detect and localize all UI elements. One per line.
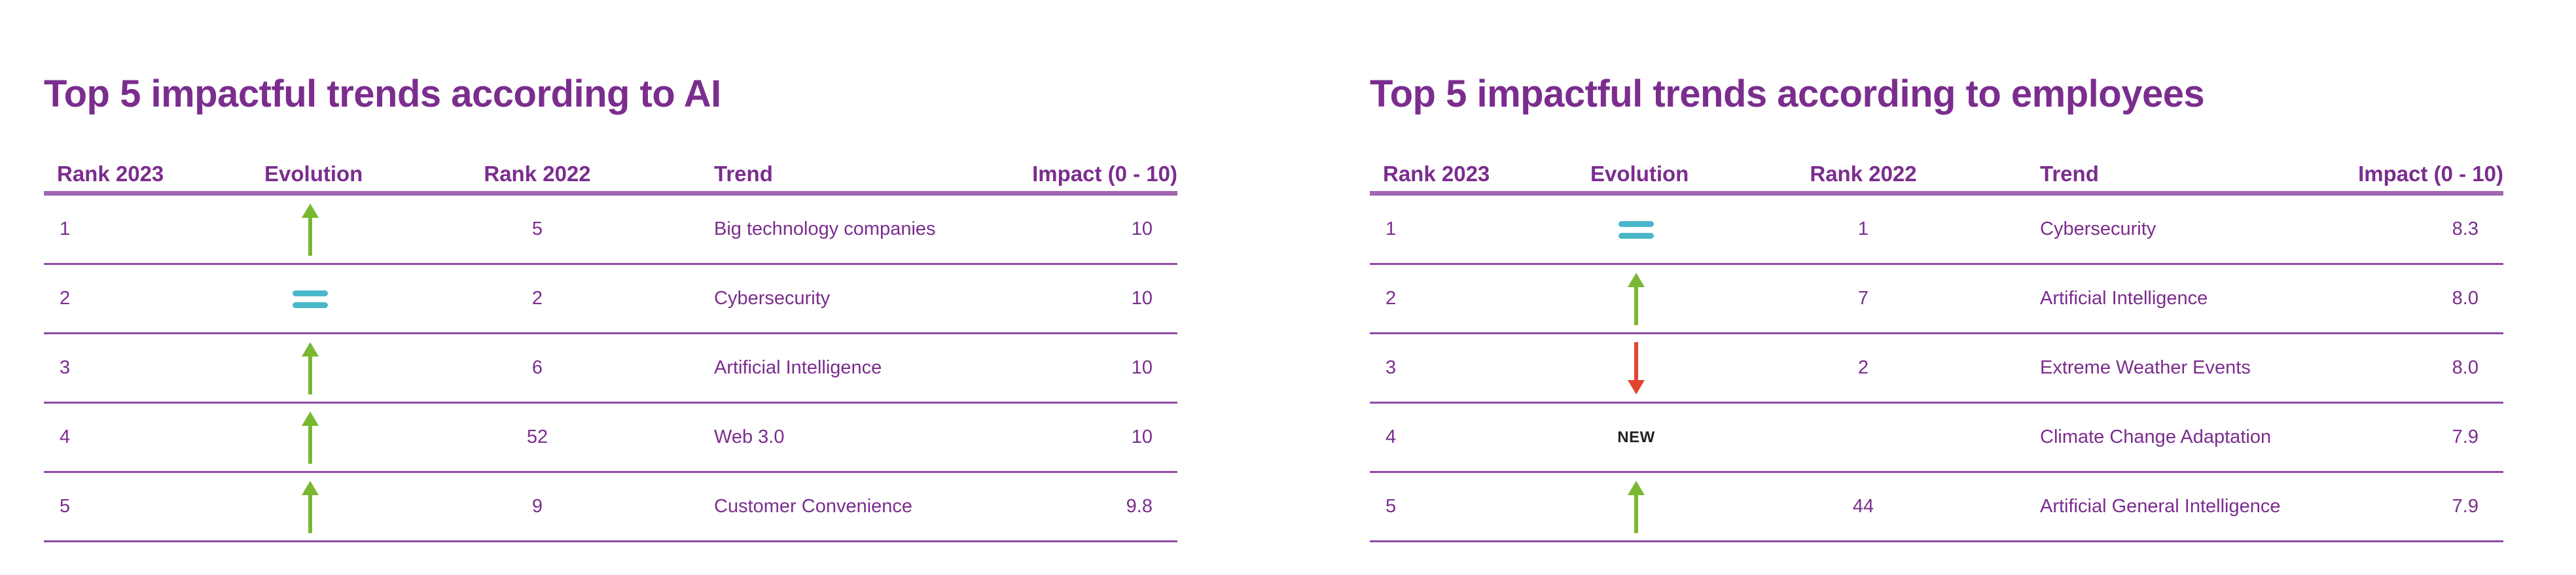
trend-cell: Artificial Intelligence [714,357,882,378]
header-divider [1370,191,2503,196]
arrow-up-icon [1626,272,1646,325]
trend-cell: Big technology companies [714,218,936,239]
impact-cell: 8.0 [2452,357,2478,378]
arrow-up-icon [300,203,320,256]
trend-cell: Cybersecurity [2040,218,2156,239]
trend-cell: Artificial Intelligence [2040,288,2208,309]
rank-2023-cell: 2 [60,288,71,309]
new-badge: NEW [1617,428,1655,446]
impact-cell: 9.8 [1126,496,1153,517]
table-row: 5 9 Customer Convenience 9.8 [44,473,1177,542]
rank-2023-cell: 4 [1386,427,1397,447]
rank-2023-cell: 2 [1386,288,1397,309]
arrow-up-icon [300,341,320,394]
table-body: 1 5 Big technology companies 10 2 2 Cybe… [44,196,1177,542]
trend-cell: Cybersecurity [714,288,831,309]
table-row: 4 NEW Climate Change Adaptation 7.9 [1370,404,2503,473]
rank-2023-cell: 5 [1386,496,1397,517]
impact-cell: 10 [1131,427,1153,447]
trend-cell: Climate Change Adaptation [2040,427,2272,447]
header-rank-2022: Rank 2022 [1810,162,1917,186]
rank-2023-cell: 3 [60,357,71,378]
rank-2022-cell: 52 [526,427,548,447]
table-row: 2 2 Cybersecurity 10 [44,265,1177,334]
header-rank-2022: Rank 2022 [484,162,591,186]
rank-2022-cell [1790,404,1937,471]
header-impact: Impact (0 - 10) [1032,162,1177,186]
impact-cell: 10 [1131,288,1153,309]
rank-2022-cell: 2 [1857,357,1869,378]
table-row: 4 52 Web 3.0 10 [44,404,1177,473]
arrow-up-icon [300,480,320,533]
table-header: Rank 2023 Evolution Rank 2022 Trend Impa… [1370,157,2503,191]
rank-2022-cell: 9 [531,496,543,517]
table-header: Rank 2023 Evolution Rank 2022 Trend Impa… [44,157,1177,191]
impact-cell: 7.9 [2452,496,2478,517]
evolution-cell [1590,196,1682,263]
rank-2023-cell: 1 [60,218,71,239]
header-rank-2023: Rank 2023 [1383,162,1490,186]
evolution-cell [1590,265,1682,332]
impact-cell: 8.0 [2452,288,2478,309]
header-trend: Trend [714,162,773,186]
rank-2022-cell: 1 [1857,218,1869,239]
equal-icon [1619,220,1654,239]
header-trend: Trend [2040,162,2099,186]
rank-2022-cell: 2 [531,288,543,309]
impact-cell: 10 [1131,218,1153,239]
equal-icon [293,289,328,309]
evolution-cell [1590,334,1682,402]
trend-cell: Web 3.0 [714,427,785,447]
rank-2022-cell: 44 [1852,496,1874,517]
evolution-cell: NEW [1590,404,1682,471]
table-row: 5 44 Artificial General Intelligence 7.9 [1370,473,2503,542]
rank-2023-cell: 1 [1386,218,1397,239]
evolution-cell [264,196,356,263]
impact-cell: 8.3 [2452,218,2478,239]
arrow-down-icon [1626,341,1646,394]
table-row: 3 6 Artificial Intelligence 10 [44,334,1177,404]
header-impact: Impact (0 - 10) [2358,162,2503,186]
rank-2022-cell: 6 [531,357,543,378]
panel-title: Top 5 impactful trends according to empl… [1370,73,2205,115]
rank-2023-cell: 5 [60,496,71,517]
table-row: 3 2 Extreme Weather Events 8.0 [1370,334,2503,404]
evolution-cell [1590,473,1682,540]
table-row: 2 7 Artificial Intelligence 8.0 [1370,265,2503,334]
rank-2023-cell: 4 [60,427,71,447]
header-rank-2023: Rank 2023 [57,162,164,186]
header-divider [44,191,1177,196]
panel-title: Top 5 impactful trends according to AI [44,73,721,115]
evolution-cell [264,473,356,540]
rank-2022-cell: 5 [531,218,543,239]
table-row: 1 1 Cybersecurity 8.3 [1370,196,2503,265]
rank-2023-cell: 3 [1386,357,1397,378]
evolution-cell [264,265,356,332]
trend-cell: Artificial General Intelligence [2040,496,2281,517]
header-evolution: Evolution [1590,162,1689,186]
arrow-up-icon [1626,480,1646,533]
impact-cell: 10 [1131,357,1153,378]
header-evolution: Evolution [264,162,363,186]
evolution-cell [264,404,356,471]
impact-cell: 7.9 [2452,427,2478,447]
table-row: 1 5 Big technology companies 10 [44,196,1177,265]
table-body: 1 1 Cybersecurity 8.3 2 7 Artificial Int… [1370,196,2503,542]
rank-2022-cell: 7 [1857,288,1869,309]
evolution-cell [264,334,356,402]
trend-cell: Customer Convenience [714,496,913,517]
trend-cell: Extreme Weather Events [2040,357,2251,378]
arrow-up-icon [300,411,320,464]
